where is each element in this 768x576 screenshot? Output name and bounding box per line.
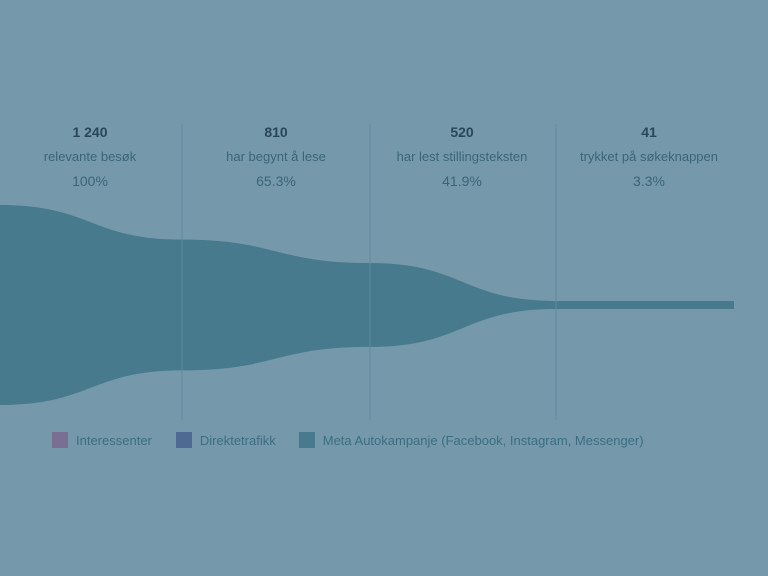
stage-percent: 3.3% bbox=[633, 173, 665, 189]
legend: Interessenter Direktetrafikk Meta Autoka… bbox=[52, 431, 668, 449]
stage-header-sok: 41 trykket på søkeknappen 3.3% bbox=[556, 122, 742, 190]
legend-item-meta-autokampanje[interactable]: Meta Autokampanje (Facebook, Instagram, … bbox=[298, 432, 644, 448]
stage-percent: 65.3% bbox=[256, 173, 296, 189]
stage-percent: 41.9% bbox=[442, 173, 482, 189]
stage-count: 520 bbox=[450, 124, 474, 140]
stage-header-lest: 520 har lest stillingsteksten 41.9% bbox=[369, 122, 555, 190]
funnel-shape bbox=[0, 205, 734, 405]
stage-count: 810 bbox=[264, 124, 288, 140]
stage-header-relevante: 1 240 relevante besøk 100% bbox=[0, 122, 183, 190]
legend-label: Meta Autokampanje (Facebook, Instagram, … bbox=[322, 432, 644, 448]
stage-label: har lest stillingsteksten bbox=[396, 149, 528, 164]
stage-dividers bbox=[181, 124, 557, 420]
stage-label: relevante besøk bbox=[43, 149, 137, 164]
stage-count: 41 bbox=[641, 124, 657, 140]
legend-label: Direktetrafikk bbox=[199, 432, 276, 448]
legend-label: Interessenter bbox=[76, 432, 152, 448]
stage-header-begynt: 810 har begynt å lese 65.3% bbox=[183, 122, 369, 190]
legend-swatch bbox=[298, 432, 315, 448]
legend-swatch bbox=[175, 432, 192, 448]
stage-percent: 100% bbox=[72, 173, 108, 189]
stage-count: 1 240 bbox=[72, 124, 108, 140]
legend-item-direktetrafikk[interactable]: Direktetrafikk bbox=[175, 432, 276, 448]
legend-swatch bbox=[52, 432, 68, 448]
legend-item-interessenter[interactable]: Interessenter bbox=[52, 432, 152, 448]
stage-label: trykket på søkeknappen bbox=[579, 149, 719, 164]
stage-label: har begynt å lese bbox=[226, 149, 326, 164]
